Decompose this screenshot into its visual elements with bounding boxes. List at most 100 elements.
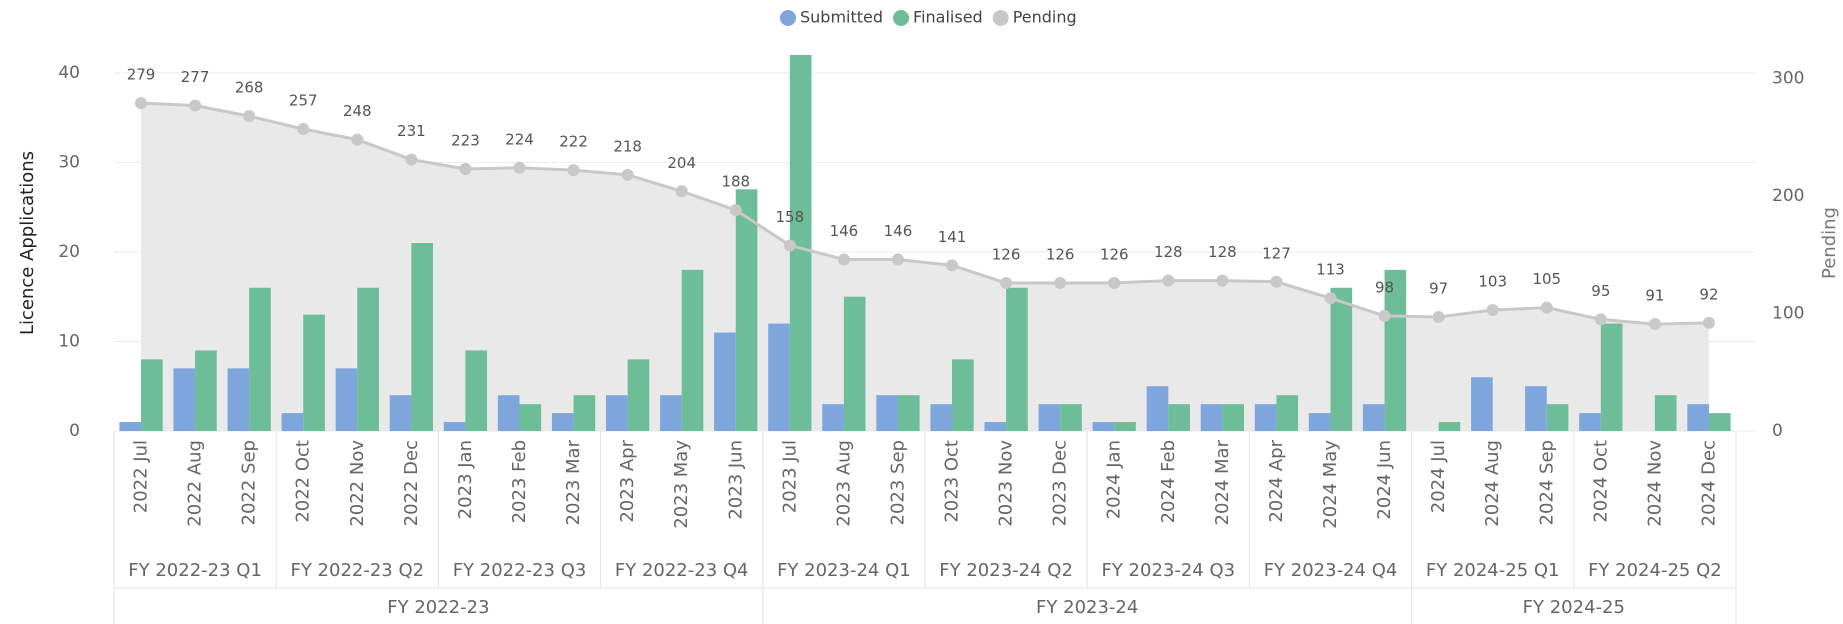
pending-marker xyxy=(891,253,904,266)
bar xyxy=(573,395,596,431)
pending-marker xyxy=(675,185,688,198)
data-label: 257 xyxy=(289,92,318,110)
bar xyxy=(389,395,412,431)
quarter-label: FY 2023-24 Q2 xyxy=(939,560,1073,581)
data-label: 224 xyxy=(505,130,534,148)
data-label: 103 xyxy=(1478,272,1507,290)
data-label: 248 xyxy=(343,102,372,120)
x-tick-label: 2024 Aug xyxy=(1482,440,1503,527)
data-label: 277 xyxy=(181,68,210,86)
data-label: 158 xyxy=(776,208,805,226)
bar xyxy=(173,368,196,431)
x-tick-label: 2022 Aug xyxy=(185,440,206,527)
pending-marker xyxy=(243,110,256,123)
bar xyxy=(1092,422,1115,431)
pending-marker xyxy=(729,204,742,217)
pending-marker xyxy=(837,253,850,266)
bar xyxy=(195,350,217,431)
bar xyxy=(1384,269,1407,431)
x-tick-label: 2023 Mar xyxy=(563,439,584,525)
bar xyxy=(822,404,844,431)
bar xyxy=(1600,323,1623,431)
data-label: 128 xyxy=(1208,243,1237,261)
quarter-label: FY 2023-24 Q4 xyxy=(1264,560,1398,581)
data-label: 222 xyxy=(559,133,588,151)
bar xyxy=(1546,404,1569,431)
pending-marker xyxy=(459,162,472,175)
bar xyxy=(1654,395,1677,431)
bar xyxy=(952,359,974,431)
pending-marker xyxy=(1378,309,1391,322)
x-tick-label: 2023 May xyxy=(671,440,692,529)
pending-marker xyxy=(1540,301,1553,314)
bar xyxy=(1038,404,1061,431)
data-label: 97 xyxy=(1429,280,1448,298)
bar xyxy=(1060,404,1082,431)
x-tick-label: 2024 Jun xyxy=(1374,440,1395,520)
bar xyxy=(465,350,488,431)
x-tick-label: 2022 Jul xyxy=(131,440,152,513)
data-label: 218 xyxy=(613,137,642,155)
legend-swatch xyxy=(992,10,1009,26)
bar xyxy=(789,55,812,431)
x-tick-label: 2024 May xyxy=(1320,440,1341,529)
bar xyxy=(1168,404,1190,431)
data-label: 268 xyxy=(235,79,264,97)
y2-tick-label: 0 xyxy=(1772,421,1783,441)
x-tick-label: 2023 Jul xyxy=(779,440,800,513)
y-tick-label: 40 xyxy=(58,63,80,83)
bar xyxy=(984,422,1007,431)
data-label: 126 xyxy=(992,245,1021,263)
pending-marker xyxy=(1594,313,1607,326)
bar xyxy=(1254,404,1277,431)
data-label: 146 xyxy=(830,222,859,240)
pending-marker xyxy=(783,239,796,252)
bar xyxy=(1200,404,1223,431)
quarter-label: FY 2022-23 Q4 xyxy=(615,560,749,581)
pending-marker xyxy=(351,133,364,146)
bar xyxy=(714,332,736,431)
quarter-label: FY 2024-25 Q1 xyxy=(1426,560,1560,581)
pending-marker xyxy=(621,168,634,181)
x-tick-label: 2022 Sep xyxy=(239,440,260,525)
x-tick-label: 2022 Oct xyxy=(293,440,314,523)
x-tick-label: 2023 Jun xyxy=(725,440,746,520)
data-label: 113 xyxy=(1316,261,1345,279)
data-label: 127 xyxy=(1262,244,1291,262)
bar xyxy=(1276,395,1299,431)
bar xyxy=(1114,422,1136,431)
pending-marker xyxy=(1108,276,1121,289)
bar xyxy=(1708,413,1731,431)
bar xyxy=(1471,377,1493,431)
data-label: 204 xyxy=(667,154,696,172)
x-tick-label: 2024 Feb xyxy=(1158,440,1179,523)
bar xyxy=(443,422,466,431)
data-label: 92 xyxy=(1699,285,1718,303)
x-tick-label: 2024 Oct xyxy=(1590,440,1611,523)
bar xyxy=(249,287,271,431)
pending-marker xyxy=(405,153,418,166)
pending-area xyxy=(141,103,1709,432)
bar xyxy=(660,395,682,431)
pending-marker xyxy=(1000,276,1013,289)
pending-marker xyxy=(189,99,202,112)
data-label: 95 xyxy=(1591,282,1610,300)
y2-tick-label: 300 xyxy=(1772,69,1804,89)
y-axis-title: Licence Applications xyxy=(17,151,38,335)
bar xyxy=(627,359,650,431)
y-tick-label: 0 xyxy=(69,421,80,441)
bar xyxy=(1308,413,1331,431)
pending-marker xyxy=(1270,275,1283,288)
x-tick-label: 2024 Nov xyxy=(1644,440,1665,527)
quarter-label: FY 2022-23 Q2 xyxy=(290,560,424,581)
x-tick-label: 2023 Aug xyxy=(833,440,854,527)
legend-swatch xyxy=(780,10,796,26)
x-tick-label: 2022 Nov xyxy=(347,440,368,527)
x-tick-label: 2024 Jul xyxy=(1428,440,1449,513)
data-label: 91 xyxy=(1645,287,1664,305)
y-tick-label: 30 xyxy=(58,152,80,172)
data-label: 126 xyxy=(1046,245,1075,263)
bar xyxy=(1330,287,1353,431)
x-tick-label: 2024 Apr xyxy=(1266,439,1287,522)
